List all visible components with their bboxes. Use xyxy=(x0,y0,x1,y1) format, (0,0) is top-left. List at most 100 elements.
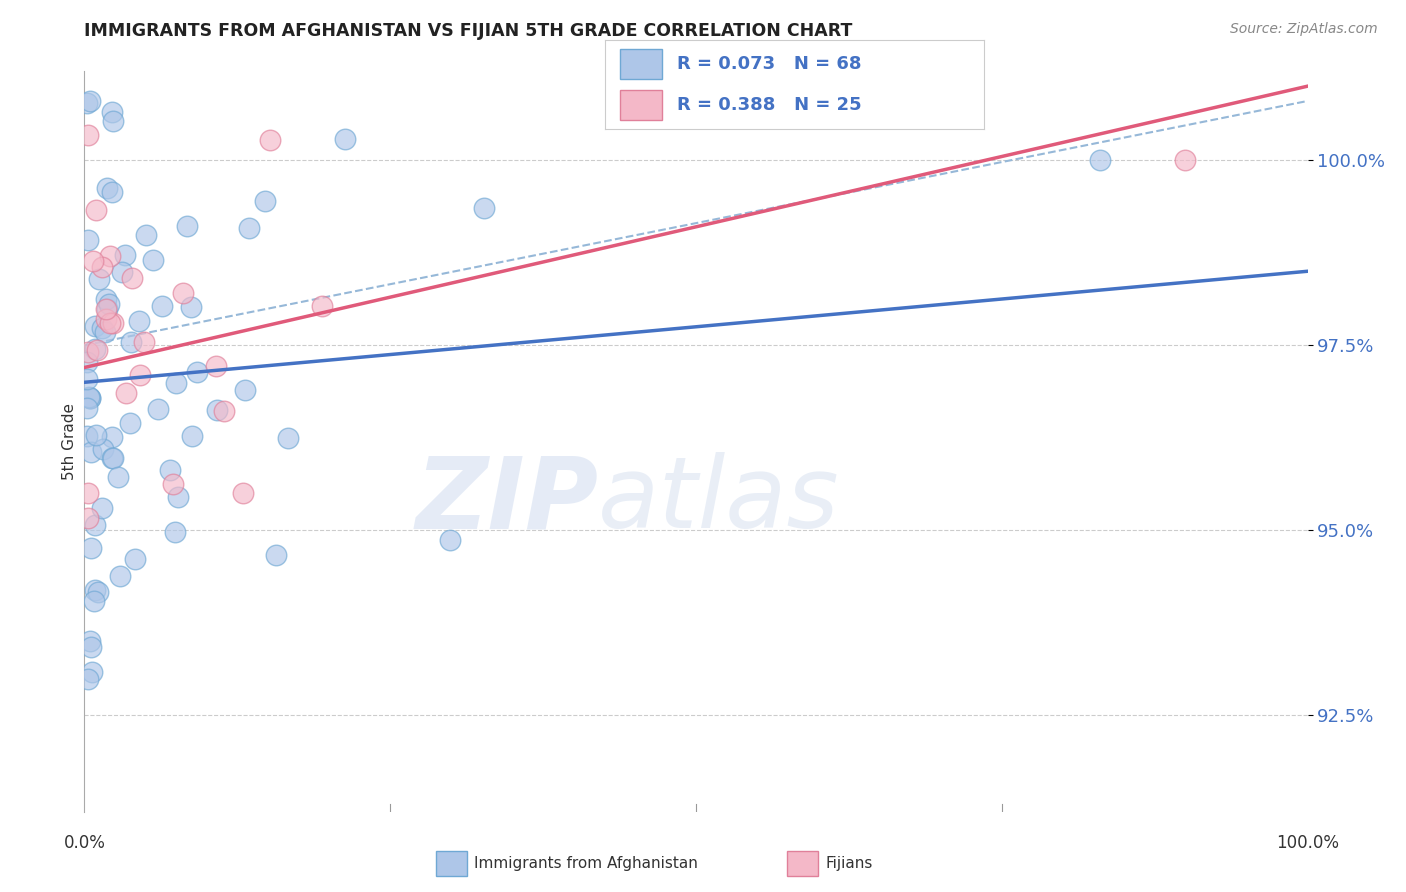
Point xyxy=(77,511,100,525)
Point xyxy=(84,203,107,218)
Point xyxy=(108,569,131,583)
Point xyxy=(96,302,118,317)
Point xyxy=(96,292,118,306)
Point xyxy=(79,391,101,405)
Point xyxy=(165,376,187,390)
Point xyxy=(101,105,124,120)
Point xyxy=(101,450,124,465)
Point xyxy=(132,335,155,350)
Point xyxy=(253,194,276,209)
Point xyxy=(76,428,98,442)
Point xyxy=(101,185,124,199)
Text: atlas: atlas xyxy=(598,452,839,549)
Point xyxy=(124,552,146,566)
Point xyxy=(76,372,98,386)
Point xyxy=(76,355,98,369)
Text: R = 0.073   N = 68: R = 0.073 N = 68 xyxy=(676,55,862,73)
Text: R = 0.388   N = 25: R = 0.388 N = 25 xyxy=(676,96,862,114)
Point xyxy=(121,270,143,285)
Point xyxy=(77,128,100,143)
Point xyxy=(101,429,124,443)
Point xyxy=(96,301,118,316)
Point xyxy=(107,470,129,484)
Point xyxy=(77,485,100,500)
Point xyxy=(94,312,117,326)
Point xyxy=(259,133,281,147)
Point xyxy=(98,249,121,263)
Point xyxy=(94,325,117,339)
Point xyxy=(101,451,124,466)
Point xyxy=(76,401,98,415)
Point xyxy=(84,428,107,442)
FancyBboxPatch shape xyxy=(620,49,662,79)
Point xyxy=(1174,153,1197,168)
Point xyxy=(186,365,208,379)
Point xyxy=(162,477,184,491)
Point xyxy=(1088,153,1111,168)
Text: Immigrants from Afghanistan: Immigrants from Afghanistan xyxy=(474,856,697,871)
Point xyxy=(238,220,260,235)
Point xyxy=(84,319,107,334)
Point xyxy=(87,272,110,286)
Point xyxy=(172,285,194,300)
Y-axis label: 5th Grade: 5th Grade xyxy=(62,403,77,480)
Point xyxy=(77,233,100,247)
Point xyxy=(207,403,229,417)
Point xyxy=(79,640,101,655)
Point xyxy=(142,253,165,268)
Point xyxy=(79,634,101,648)
Text: IMMIGRANTS FROM AFGHANISTAN VS FIJIAN 5TH GRADE CORRELATION CHART: IMMIGRANTS FROM AFGHANISTAN VS FIJIAN 5T… xyxy=(84,22,852,40)
Point xyxy=(79,444,101,458)
Point xyxy=(111,265,134,279)
Point xyxy=(439,533,461,548)
Point xyxy=(91,442,114,456)
Text: Source: ZipAtlas.com: Source: ZipAtlas.com xyxy=(1230,22,1378,37)
Text: Fijians: Fijians xyxy=(825,856,873,871)
Point xyxy=(180,301,202,315)
Point xyxy=(91,321,114,335)
Point xyxy=(86,343,108,357)
Point xyxy=(77,390,100,404)
Point xyxy=(79,94,101,108)
Point xyxy=(311,299,333,313)
Point xyxy=(472,202,495,216)
Text: 100.0%: 100.0% xyxy=(1277,834,1339,852)
Point xyxy=(96,181,118,195)
Point xyxy=(205,359,228,373)
Point xyxy=(91,260,114,274)
Point xyxy=(232,486,254,500)
Point xyxy=(146,402,169,417)
Point xyxy=(84,518,107,533)
Point xyxy=(76,673,98,687)
Point xyxy=(167,490,190,504)
Point xyxy=(165,525,187,540)
Point xyxy=(214,403,236,417)
Point xyxy=(115,385,138,400)
Text: 0.0%: 0.0% xyxy=(63,834,105,852)
Point xyxy=(333,132,356,146)
Point xyxy=(277,431,299,445)
Point xyxy=(114,247,136,261)
Point xyxy=(83,583,105,598)
Point xyxy=(97,297,120,311)
Point xyxy=(266,548,288,562)
Point xyxy=(77,345,100,359)
Point xyxy=(80,665,103,679)
Point xyxy=(82,254,104,268)
Point xyxy=(180,429,202,443)
Point xyxy=(150,299,173,313)
Point xyxy=(84,342,107,356)
Point xyxy=(176,219,198,234)
Point xyxy=(128,314,150,328)
Text: ZIP: ZIP xyxy=(415,452,598,549)
Point xyxy=(120,334,142,349)
Point xyxy=(129,368,152,382)
Point xyxy=(118,416,141,430)
FancyBboxPatch shape xyxy=(620,90,662,120)
Point xyxy=(83,594,105,608)
Point xyxy=(103,114,125,128)
Point xyxy=(79,391,101,405)
Point xyxy=(101,316,124,330)
Point xyxy=(76,95,98,110)
Point xyxy=(135,228,157,243)
